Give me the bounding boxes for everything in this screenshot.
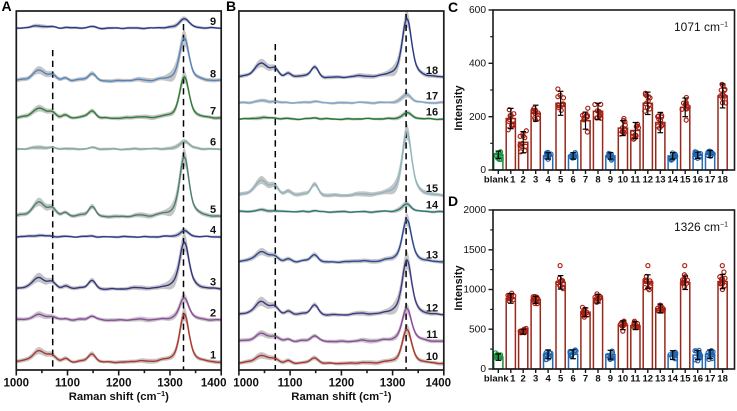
svg-text:10: 10 (426, 351, 438, 363)
svg-text:12: 12 (643, 175, 654, 186)
svg-text:3: 3 (533, 175, 538, 186)
svg-text:A: A (2, 0, 12, 14)
svg-text:16: 16 (692, 374, 703, 385)
svg-text:7: 7 (583, 374, 588, 385)
svg-text:0: 0 (480, 364, 486, 375)
svg-text:1000: 1000 (4, 378, 30, 390)
svg-text:16: 16 (426, 107, 438, 119)
svg-text:13: 13 (426, 250, 438, 262)
svg-text:9: 9 (210, 16, 216, 28)
svg-text:1200: 1200 (329, 378, 355, 390)
svg-text:D: D (448, 193, 458, 209)
svg-text:1071 cm−1: 1071 cm−1 (674, 20, 728, 34)
svg-text:Raman shift (cm−1): Raman shift (cm−1) (69, 389, 169, 403)
svg-text:1400: 1400 (426, 378, 452, 390)
svg-text:600: 600 (469, 5, 486, 16)
svg-text:8: 8 (210, 68, 216, 80)
svg-text:B: B (226, 0, 236, 14)
svg-text:18: 18 (717, 175, 728, 186)
svg-text:17: 17 (705, 175, 716, 186)
svg-text:9: 9 (608, 175, 613, 186)
svg-text:14: 14 (667, 374, 678, 385)
svg-text:1: 1 (510, 374, 516, 385)
svg-text:16: 16 (692, 175, 703, 186)
svg-text:2000: 2000 (463, 205, 486, 216)
svg-text:500: 500 (469, 324, 486, 335)
svg-text:11: 11 (630, 374, 641, 385)
svg-text:17: 17 (426, 90, 438, 102)
svg-text:18: 18 (717, 374, 728, 385)
svg-text:2: 2 (521, 175, 526, 186)
svg-text:1300: 1300 (380, 378, 406, 390)
svg-text:1100: 1100 (55, 378, 80, 390)
svg-text:1100: 1100 (278, 378, 303, 390)
svg-text:blank: blank (484, 374, 510, 385)
svg-text:6: 6 (570, 374, 575, 385)
svg-text:3: 3 (533, 374, 538, 385)
svg-text:1000: 1000 (233, 378, 259, 390)
svg-text:17: 17 (705, 374, 716, 385)
svg-text:13: 13 (655, 374, 666, 385)
svg-text:15: 15 (680, 374, 691, 385)
svg-text:1400: 1400 (201, 378, 227, 390)
svg-text:4: 4 (210, 225, 217, 237)
svg-text:6: 6 (210, 137, 216, 149)
svg-text:6: 6 (570, 175, 575, 186)
svg-text:2: 2 (210, 308, 216, 320)
svg-text:Raman shift (cm−1): Raman shift (cm−1) (291, 389, 391, 403)
svg-text:400: 400 (469, 59, 486, 70)
svg-text:Intensity: Intensity (453, 85, 465, 131)
svg-text:12: 12 (426, 302, 438, 314)
svg-text:4: 4 (545, 175, 551, 186)
svg-text:1326 cm−1: 1326 cm−1 (674, 220, 728, 234)
svg-text:3: 3 (210, 277, 216, 289)
svg-text:18: 18 (426, 65, 438, 77)
svg-text:4: 4 (545, 374, 551, 385)
svg-text:1500: 1500 (463, 245, 486, 256)
svg-text:1200: 1200 (106, 378, 132, 390)
svg-text:14: 14 (426, 200, 439, 212)
svg-text:11: 11 (426, 329, 438, 341)
svg-text:8: 8 (595, 374, 600, 385)
svg-text:1300: 1300 (157, 378, 183, 390)
svg-text:0: 0 (480, 165, 486, 176)
svg-text:14: 14 (667, 175, 678, 186)
svg-text:11: 11 (630, 175, 641, 186)
svg-text:13: 13 (655, 175, 666, 186)
svg-text:7: 7 (583, 175, 588, 186)
svg-text:blank: blank (484, 175, 510, 186)
svg-text:200: 200 (469, 112, 486, 123)
svg-text:9: 9 (608, 374, 613, 385)
svg-text:15: 15 (680, 175, 691, 186)
svg-text:5: 5 (558, 175, 564, 186)
svg-text:1: 1 (510, 175, 516, 186)
svg-text:5: 5 (210, 204, 216, 216)
svg-text:1000: 1000 (463, 285, 486, 296)
svg-text:8: 8 (595, 175, 600, 186)
svg-text:1: 1 (210, 350, 216, 362)
svg-text:12: 12 (643, 374, 654, 385)
svg-text:C: C (448, 0, 458, 15)
svg-text:Intensity: Intensity (453, 265, 465, 311)
svg-text:10: 10 (618, 175, 629, 186)
svg-text:10: 10 (618, 374, 629, 385)
svg-text:5: 5 (558, 374, 564, 385)
svg-text:7: 7 (210, 106, 216, 118)
svg-text:2: 2 (521, 374, 526, 385)
svg-text:15: 15 (426, 183, 438, 195)
